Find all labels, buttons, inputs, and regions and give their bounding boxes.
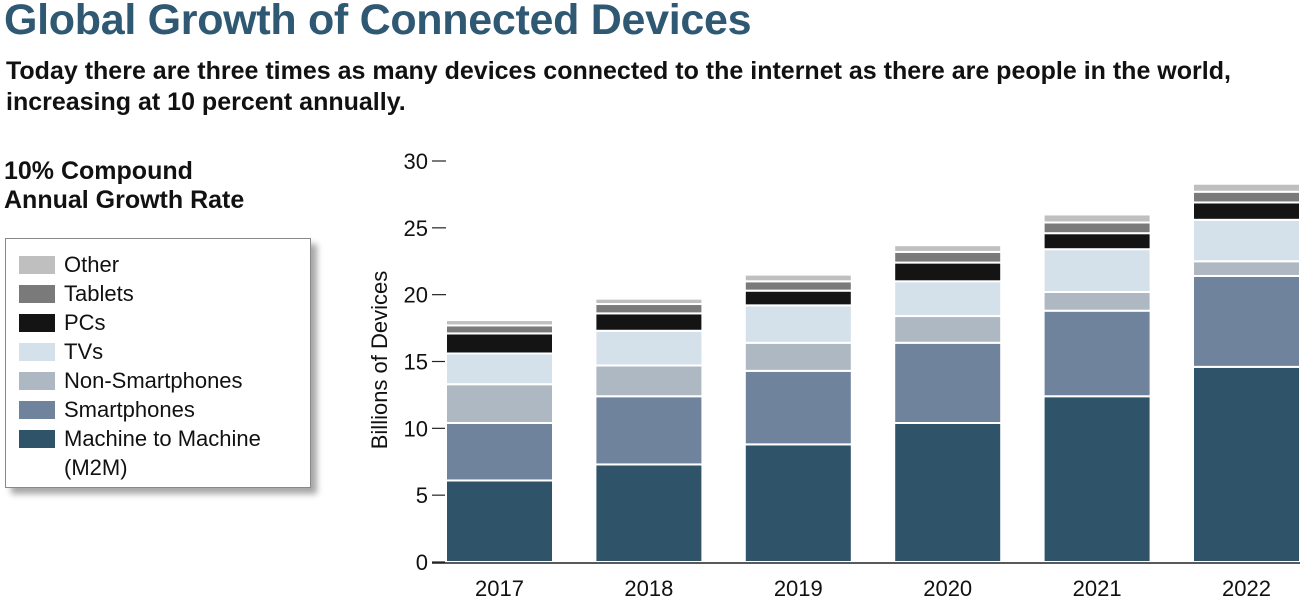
- y-tick-label-25: 25: [404, 216, 428, 241]
- bar-segment-machine-to-machine-m2m-2021: [1042, 395, 1152, 563]
- bar-segment-pcs-2020: [893, 261, 1003, 283]
- bar-segment-smartphones-2018: [594, 395, 704, 466]
- chart-legend: Other Tablets PCs TVs Non-Smartphones Sm…: [5, 238, 311, 488]
- x-tick-label-2021: 2021: [1073, 576, 1122, 599]
- bar-segment-smartphones-2020: [893, 341, 1003, 424]
- chart-title: Global Growth of Connected Devices: [4, 0, 752, 44]
- bar-segment-machine-to-machine-m2m-2019: [743, 443, 853, 563]
- bar-segment-pcs-2019: [743, 289, 853, 307]
- bar-segment-tvs-2019: [743, 304, 853, 344]
- bar-segment-non-smartphones-2019: [743, 341, 853, 372]
- bar-segment-smartphones-2022: [1192, 274, 1301, 368]
- bar-segment-other-2022: [1192, 182, 1301, 193]
- y-tick-label-30: 30: [404, 149, 428, 174]
- bar-segment-pcs-2021: [1042, 232, 1152, 251]
- bar-segment-machine-to-machine-m2m-2018: [594, 463, 704, 564]
- bar-segment-tablets-2017: [445, 324, 554, 335]
- bar-segment-pcs-2022: [1192, 201, 1301, 221]
- bar-segment-machine-to-machine-m2m-2020: [893, 421, 1003, 563]
- bar-segment-tvs-2018: [594, 329, 704, 367]
- y-tick-label-20: 20: [404, 283, 428, 308]
- growth-rate-line-2: Annual Growth Rate: [4, 186, 245, 214]
- bar-segment-tvs-2017: [445, 352, 554, 386]
- legend-swatch-tablets: [19, 285, 55, 303]
- bar-segment-smartphones-2021: [1042, 309, 1152, 398]
- bar-segment-tablets-2019: [743, 280, 853, 292]
- legend-swatch-smartphones: [19, 401, 55, 419]
- bar-segment-tablets-2022: [1192, 190, 1301, 204]
- bar-segment-pcs-2018: [594, 312, 704, 332]
- legend-label-non-smartphones: Non-Smartphones: [64, 368, 243, 393]
- bar-segment-smartphones-2017: [445, 421, 554, 482]
- bar-segment-tvs-2022: [1192, 218, 1301, 263]
- y-tick-label-5: 5: [416, 483, 428, 508]
- bar-segment-other-2019: [743, 273, 853, 283]
- bar-segment-other-2018: [594, 297, 704, 306]
- bar-segment-tablets-2021: [1042, 221, 1152, 235]
- y-tick-label-0: 0: [416, 550, 428, 575]
- legend-label-tvs: TVs: [64, 339, 104, 364]
- bar-segment-non-smartphones-2022: [1192, 260, 1301, 277]
- legend-swatch-pcs: [19, 314, 55, 332]
- legend-swatch-non-smartphones: [19, 372, 55, 390]
- y-tick-label-10: 10: [404, 416, 428, 441]
- x-tick-label-2022: 2022: [1222, 576, 1271, 599]
- bar-segment-other-2021: [1042, 213, 1152, 224]
- bar-segment-non-smartphones-2017: [445, 383, 554, 424]
- legend-label-other: Other: [64, 252, 120, 277]
- bar-segment-tablets-2018: [594, 303, 704, 315]
- legend-label-m2m: Machine to Machine (M2M): [64, 426, 261, 480]
- bar-segment-non-smartphones-2018: [594, 364, 704, 398]
- x-tick-label-2017: 2017: [475, 576, 524, 599]
- bar-segment-smartphones-2019: [743, 369, 853, 446]
- bar-segment-machine-to-machine-m2m-2022: [1192, 365, 1301, 564]
- y-tick-label-15: 15: [404, 350, 428, 375]
- chart-subtitle: Today there are three times as many devi…: [6, 57, 1231, 116]
- legend-label-tablets: Tablets: [64, 281, 134, 306]
- bar-segment-other-2020: [893, 244, 1003, 253]
- bar-segment-non-smartphones-2020: [893, 315, 1003, 344]
- legend-swatch-tvs: [19, 343, 55, 361]
- bar-segment-tvs-2020: [893, 280, 1003, 318]
- legend-label-pcs: PCs: [64, 310, 106, 335]
- bar-segment-tvs-2021: [1042, 248, 1152, 293]
- growth-rate-label: 10% Compound Annual Growth Rate: [4, 157, 244, 215]
- bar-segment-tablets-2020: [893, 250, 1003, 264]
- growth-rate-line-1: 10% Compound: [4, 157, 193, 185]
- legend-swatch-m2m: [19, 430, 55, 448]
- x-tick-label-2018: 2018: [624, 576, 673, 599]
- bar-segment-other-2017: [445, 319, 554, 327]
- bar-segment-machine-to-machine-m2m-2017: [445, 479, 554, 564]
- x-tick-label-2020: 2020: [923, 576, 972, 599]
- bar-segment-non-smartphones-2021: [1042, 290, 1152, 312]
- legend-swatch-other: [19, 256, 55, 274]
- legend-label-smartphones: Smartphones: [64, 397, 195, 422]
- x-tick-label-2019: 2019: [774, 576, 823, 599]
- bar-segment-pcs-2017: [445, 332, 554, 355]
